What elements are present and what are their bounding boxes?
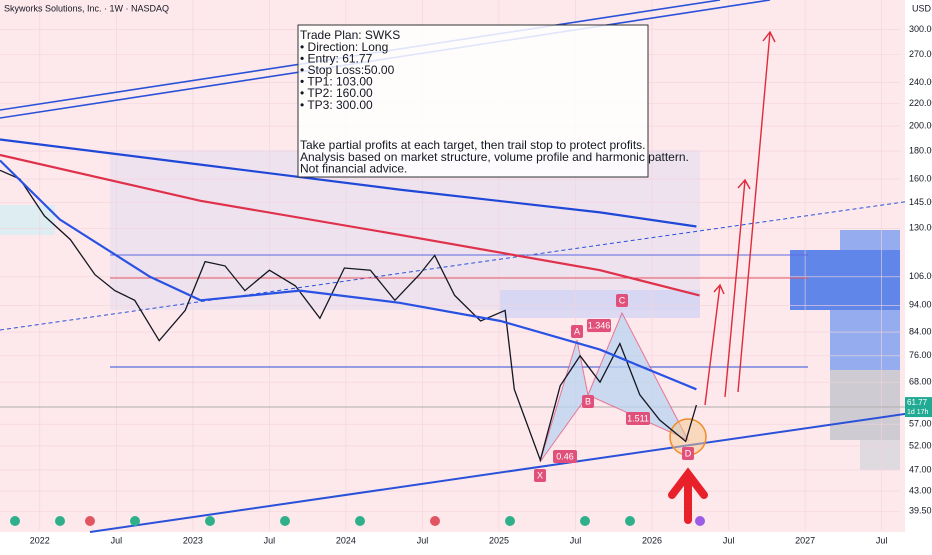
y-tick-label: 52.00 — [909, 440, 932, 450]
pattern-label: C — [619, 295, 626, 305]
last-price: 61.77 — [907, 398, 928, 407]
y-tick-label: 130.00 — [909, 223, 932, 233]
y-tick-label: 68.00 — [909, 377, 932, 387]
x-tick-label: 2022 — [30, 535, 50, 545]
plan-line: • Stop Loss:50.00 — [300, 63, 395, 77]
y-tick-label: 43.00 — [909, 485, 932, 495]
ratio-tag — [587, 319, 611, 332]
x-tick-label: Jul — [417, 535, 429, 545]
zone — [500, 290, 700, 318]
plan-line: • Entry: 61.77 — [300, 51, 373, 65]
trade-plan-box — [297, 24, 649, 178]
ratio-label: 1.511 — [627, 413, 649, 423]
x-tick-label: Jul — [111, 535, 123, 545]
countdown: 1d 17h — [907, 409, 929, 416]
price-line — [0, 153, 700, 297]
y-tick-label: 160.00 — [909, 173, 932, 183]
event-icons — [10, 516, 705, 526]
y-tick-label: 200.00 — [909, 120, 932, 130]
pattern-tag — [616, 294, 628, 307]
y-tick-label: 240.00 — [909, 77, 932, 87]
y-tick-label: 84.00 — [909, 326, 932, 336]
x-tick-label: 2027 — [795, 535, 815, 545]
y-tick-label: 94.00 — [909, 300, 932, 310]
pointer-arrow — [668, 467, 708, 524]
pattern-tag — [571, 325, 583, 338]
y-tick-label: 57.00 — [909, 419, 932, 429]
y-tick-label: 180.00 — [909, 145, 932, 155]
note-line: Analysis based on market structure, volu… — [300, 150, 689, 164]
zone — [0, 205, 55, 235]
pattern-label: X — [537, 470, 543, 480]
price-line — [0, 138, 697, 228]
plan-line: • Direction: Long — [300, 40, 388, 54]
price-axis — [905, 0, 932, 550]
pattern-tag — [534, 469, 546, 482]
y-tick-label: 106.00 — [909, 271, 932, 281]
chart-title: Skyworks Solutions, Inc. · 1W · NASDAQ — [4, 3, 169, 13]
note-line: Take partial profits at each target, the… — [300, 138, 646, 152]
x-tick-label: 2026 — [642, 535, 662, 545]
pattern-tag — [682, 447, 694, 460]
channel-line — [89, 409, 932, 533]
x-tick-label: 2023 — [183, 535, 203, 545]
plan-line: Trade Plan: SWKS — [300, 28, 400, 42]
y-tick-label: 39.50 — [909, 506, 932, 516]
y-tick-label: 270.00 — [909, 49, 932, 59]
ratio-tag — [626, 412, 650, 425]
x-tick-label: Jul — [723, 535, 735, 545]
harmonic-xab — [539, 339, 589, 463]
plan-line: • TP3: 300.00 — [300, 98, 373, 112]
y-tick-label: 47.00 — [909, 464, 932, 474]
plan-line: • TP1: 103.00 — [300, 75, 373, 89]
y-tick-label: 76.00 — [909, 350, 932, 360]
x-tick-label: Jul — [876, 535, 888, 545]
pattern-tag — [582, 395, 594, 408]
ratio-label: 1.346 — [588, 320, 611, 330]
price-line — [0, 159, 697, 391]
ratio-tag — [553, 450, 577, 463]
pattern-label: A — [574, 326, 580, 336]
x-tick-label: 2024 — [336, 535, 356, 545]
currency: USD — [912, 3, 932, 13]
x-tick-label: Jul — [570, 535, 582, 545]
x-tick-label: Jul — [264, 535, 276, 545]
y-tick-label: 220.00 — [909, 98, 932, 108]
y-tick-label: 145.00 — [909, 197, 932, 207]
y-tick-label: 300.00 — [909, 24, 932, 34]
pattern-label: D — [685, 448, 692, 458]
note-line: Not financial advice. — [300, 161, 407, 175]
last-price-tag — [905, 397, 932, 418]
target-arrows — [704, 30, 776, 406]
trade-plan: Trade Plan: SWKS• Direction: Long• Entry… — [300, 28, 689, 175]
ratio-label: 0.46 — [556, 451, 574, 461]
x-tick-label: 2025 — [489, 535, 509, 545]
price-line — [0, 169, 698, 463]
plan-line: • TP2: 160.00 — [300, 86, 373, 100]
trend-line — [0, 197, 932, 331]
pattern-label: B — [585, 396, 591, 406]
